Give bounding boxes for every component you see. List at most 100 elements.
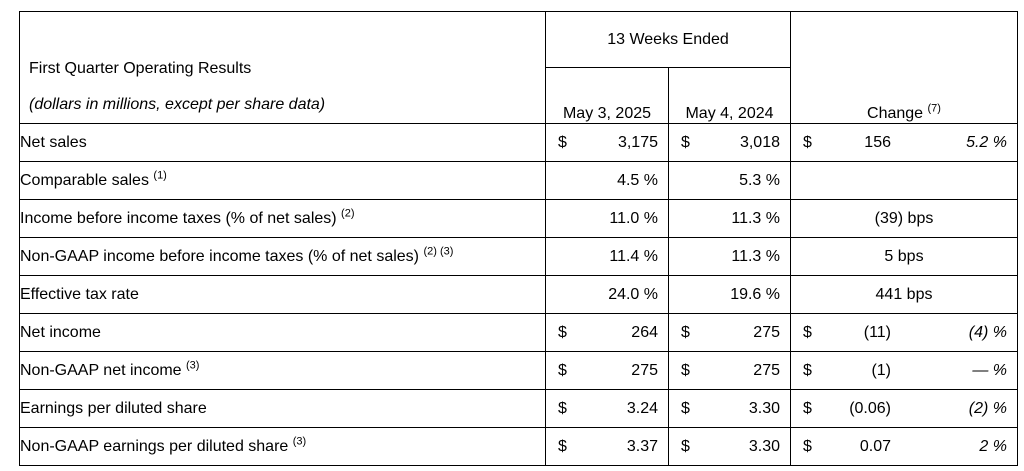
table-row: Net income $264 $275 $ (11) (4) %	[19, 313, 1018, 352]
change-percent: 5.2 %	[966, 133, 1007, 151]
prior-value: 275	[753, 361, 780, 379]
prior-value: 3.30	[748, 437, 780, 455]
change-bps: (39) bps	[874, 209, 934, 227]
row-label-cell: Net sales	[19, 123, 546, 162]
row-label: Net sales	[20, 133, 87, 151]
change-header-note: (7)	[927, 102, 941, 115]
table-row: Net sales $3,175 $3,018 $156 5.2 %	[19, 123, 1018, 162]
change-bps: 441 bps	[875, 285, 933, 303]
row-label-cell: Non-GAAP earnings per diluted share (3)	[19, 427, 546, 466]
change-cell: $156 5.2 %	[790, 123, 1018, 162]
prior-value-cell: 19.6 %	[668, 275, 791, 314]
table-title: First Quarter Operating Results	[29, 60, 252, 77]
table-row: Non-GAAP income before income taxes (% o…	[19, 237, 1018, 276]
table-row: Earnings per diluted share $3.24 $3.30 $ (0.…	[19, 389, 1018, 428]
period-group-header: 13 Weeks Ended	[545, 11, 791, 68]
change-bps: 5 bps	[884, 247, 924, 265]
currency-symbol: $	[681, 323, 690, 341]
prior-value: 11.3 %	[731, 247, 780, 265]
row-label-cell: Net income	[19, 313, 546, 352]
current-value: 11.0 %	[609, 209, 658, 227]
change-percent: (2) %	[968, 399, 1007, 417]
table-row: Non-GAAP earnings per diluted share (3) $…	[19, 427, 1018, 466]
change-cell: 441 bps	[790, 275, 1018, 314]
prior-value: 11.3 %	[731, 209, 780, 227]
row-label-cell: Earnings per diluted share	[19, 389, 546, 428]
current-value: 3.37	[626, 437, 658, 455]
change-cell: $ (11) (4) %	[790, 313, 1018, 352]
row-label-cell: Comparable sales (1)	[19, 161, 546, 200]
row-label: Non-GAAP net income	[20, 361, 182, 379]
prior-value-cell: $275	[668, 313, 791, 352]
currency-symbol: $	[558, 399, 567, 417]
row-footnote: (2) (3)	[423, 245, 454, 258]
currency-symbol: $	[803, 361, 812, 379]
current-value-cell: $264	[545, 313, 669, 352]
table-row: Comparable sales (1) 4.5 % 5.3 %	[19, 161, 1018, 200]
current-value-cell: 11.4 %	[545, 237, 669, 276]
current-value-cell: 4.5 %	[545, 161, 669, 200]
change-amount: (11)	[863, 323, 891, 341]
currency-symbol: $	[558, 323, 567, 341]
currency-symbol: $	[803, 323, 812, 341]
table-row: Non-GAAP net income (3) $275 $275 $ (1) — %	[19, 351, 1018, 390]
row-label: Effective tax rate	[20, 285, 139, 303]
current-value-cell: $3.24	[545, 389, 669, 428]
change-cell: (39) bps	[790, 199, 1018, 238]
row-footnote: (3)	[186, 359, 200, 372]
current-period-header: May 3, 2025	[545, 67, 669, 124]
table-row: Effective tax rate 24.0 % 19.6 % 441 bps	[19, 275, 1018, 314]
table-row: Income before income taxes (% of net sal…	[19, 199, 1018, 238]
current-value: 264	[631, 323, 658, 341]
change-amount: 0.07	[859, 437, 891, 455]
row-label-cell: Effective tax rate	[19, 275, 546, 314]
currency-symbol: $	[681, 133, 690, 151]
current-value: 3.24	[626, 399, 658, 417]
currency-symbol: $	[558, 437, 567, 455]
change-cell	[790, 161, 1018, 200]
row-label: Non-GAAP income before income taxes (% o…	[20, 247, 419, 265]
operating-results-table: First Quarter Operating Results (dollars…	[19, 11, 1018, 466]
change-amount: (1)	[871, 361, 891, 379]
change-cell: $ (1) — %	[790, 351, 1018, 390]
prior-value-cell: $3.30	[668, 389, 791, 428]
row-label: Net income	[20, 323, 101, 341]
row-label-cell: Non-GAAP income before income taxes (% o…	[19, 237, 546, 276]
prior-value: 3.30	[748, 399, 780, 417]
row-footnote: (1)	[153, 169, 167, 182]
change-header: Change (7)	[790, 11, 1018, 124]
currency-symbol: $	[558, 361, 567, 379]
currency-symbol: $	[803, 133, 812, 151]
current-value-cell: $3,175	[545, 123, 669, 162]
current-value-cell: 11.0 %	[545, 199, 669, 238]
row-footnote: (3)	[292, 435, 307, 448]
change-cell: $ (0.06) (2) %	[790, 389, 1018, 428]
current-value: 24.0 %	[608, 285, 658, 303]
currency-symbol: $	[681, 361, 690, 379]
results-body: Net sales $3,175 $3,018 $156 5.2 % Comparable…	[19, 123, 1018, 466]
change-header-label: Change	[867, 105, 924, 122]
prior-value-cell: $275	[668, 351, 791, 390]
row-label-cell: Income before income taxes (% of net sal…	[19, 199, 546, 238]
row-footnote: (2)	[341, 207, 355, 220]
change-amount: (0.06)	[849, 399, 891, 417]
prior-value-cell: $3,018	[668, 123, 791, 162]
current-value: 275	[631, 361, 658, 379]
header-label-cell: First Quarter Operating Results (dollars…	[19, 11, 546, 124]
prior-value: 19.6 %	[730, 285, 780, 303]
currency-symbol: $	[681, 437, 690, 455]
change-cell: 5 bps	[790, 237, 1018, 276]
row-label-cell: Non-GAAP net income (3)	[19, 351, 546, 390]
header-row-sub: May 3, 2025 May 4, 2024	[20, 67, 1018, 124]
row-label: Earnings per diluted share	[20, 399, 207, 417]
row-label: Comparable sales	[20, 171, 149, 189]
change-percent: — %	[972, 361, 1007, 379]
row-label: Income before income taxes (% of net sal…	[20, 209, 337, 227]
current-value: 4.5 %	[617, 171, 658, 189]
change-amount: 156	[864, 133, 891, 151]
currency-symbol: $	[803, 399, 812, 417]
prior-period-header: May 4, 2024	[668, 67, 791, 124]
table-subtitle: (dollars in millions, except per share d…	[29, 96, 326, 113]
currency-symbol: $	[558, 133, 567, 151]
